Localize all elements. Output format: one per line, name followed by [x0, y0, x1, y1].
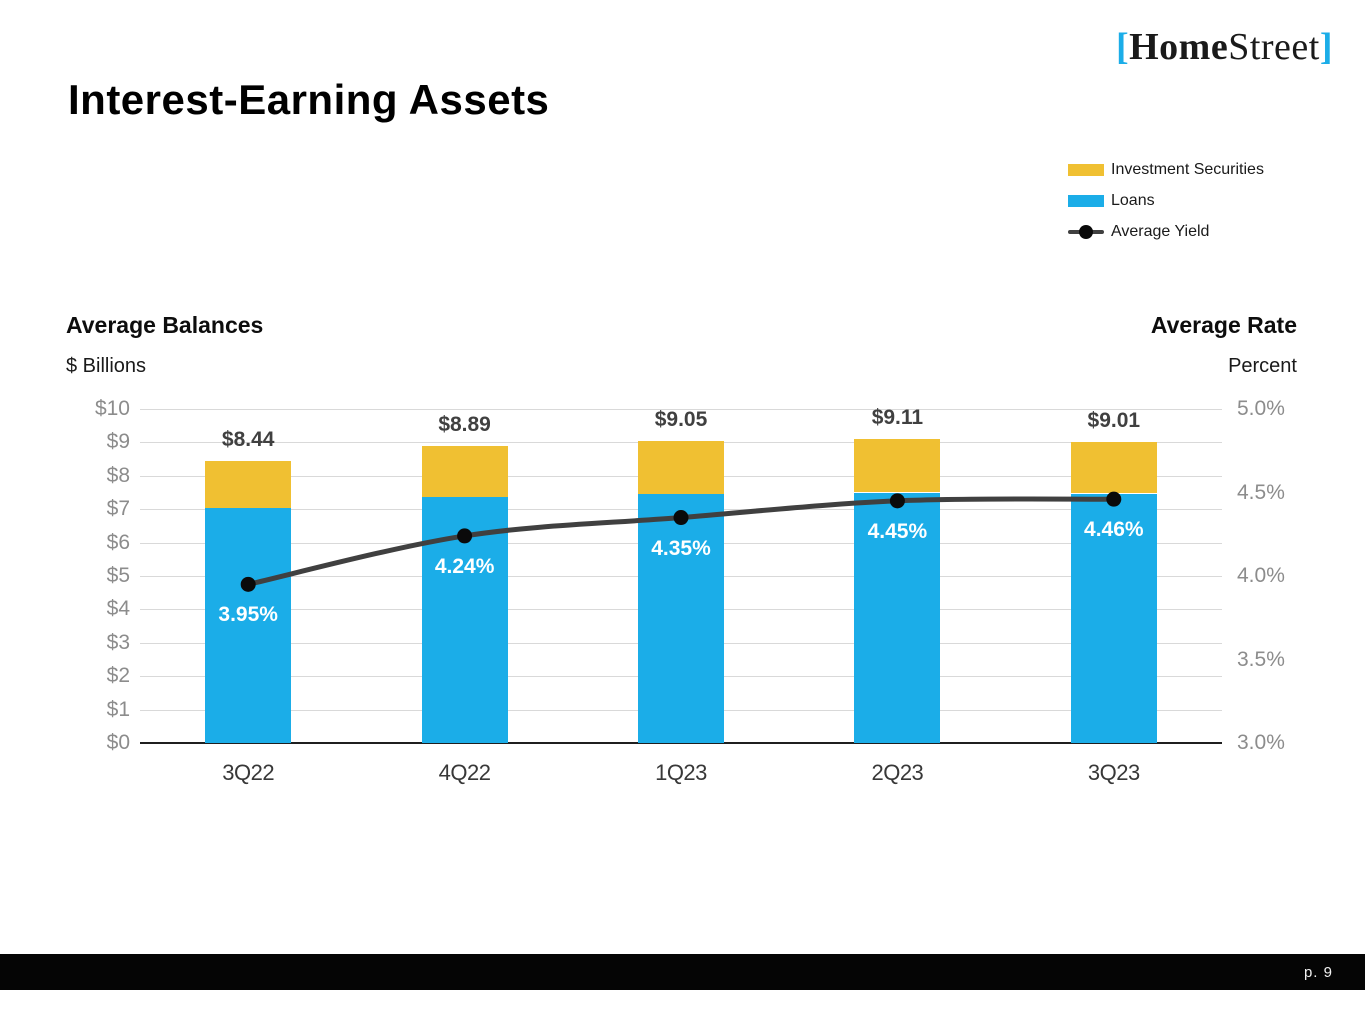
y-axis-tick-left: $6 [106, 530, 130, 554]
bar-total-label: $8.44 [221, 428, 275, 452]
y-axis-tick-right: 3.0% [1237, 731, 1285, 754]
bar-total-label: $9.01 [1087, 409, 1141, 433]
y-axis-tick-right: 4.0% [1237, 564, 1285, 587]
percent-unit-label: Percent [1228, 355, 1297, 377]
average-yield-line-marker-icon [1068, 225, 1104, 239]
x-axis-label: 3Q23 [1087, 760, 1140, 785]
bar-segment-investment-securities [421, 446, 508, 497]
x-axis-label: 4Q22 [438, 760, 491, 785]
average-yield-line [240, 491, 1122, 592]
investment-securities-swatch-icon [1068, 164, 1104, 176]
y-axis-tick-left: $9 [106, 430, 130, 454]
bar-segment-loans [638, 494, 724, 743]
left-axis-header: Average Balances $ Billions [66, 312, 263, 378]
logo-left-bracket: [ [1115, 26, 1130, 68]
legend-label: Average Yield [1111, 223, 1210, 240]
y-axis-tick-left: $8 [106, 463, 130, 487]
legend-label: Investment Securities [1111, 161, 1264, 178]
logo-street-text: Street [1228, 26, 1320, 68]
gridline [140, 409, 1222, 410]
chart-legend: Investment Securities Loans Average Yiel… [1068, 161, 1264, 240]
x-axis-label: 2Q23 [871, 760, 924, 785]
average-balances-heading: Average Balances [66, 312, 264, 338]
average-yield-marker [889, 493, 905, 509]
legend-item-investment-securities: Investment Securities [1068, 161, 1264, 178]
y-axis-tick-left: $10 [94, 397, 130, 420]
average-yield-marker [673, 510, 689, 526]
bar-segment-investment-securities [1070, 442, 1157, 494]
page-number: p. 9 [1303, 963, 1333, 981]
bar-segment-investment-securities [205, 461, 292, 508]
x-axis-baseline [140, 742, 1222, 744]
loans-swatch-icon [1068, 195, 1104, 207]
bar-segment-loans [1070, 493, 1157, 743]
bar-segment-loans [854, 492, 941, 743]
yield-data-label: 3.95% [218, 603, 278, 627]
legend-label: Loans [1111, 192, 1155, 209]
footer-bar: p. 9 [0, 954, 1365, 990]
y-axis-tick-left: $2 [106, 664, 130, 688]
yield-data-label: 4.35% [651, 536, 711, 560]
average-yield-marker [457, 528, 473, 544]
average-rate-heading: Average Rate [1150, 312, 1297, 338]
average-yield-marker [240, 576, 256, 592]
bar-total-label: $9.05 [654, 407, 708, 431]
yield-data-label: 4.46% [1084, 518, 1144, 542]
x-axis-label: 3Q22 [222, 760, 275, 785]
homestreet-logo: [HomeStreet] [1116, 28, 1333, 66]
logo-home-text: Home [1129, 26, 1229, 68]
right-axis-header: Average Rate Percent [1151, 312, 1297, 378]
bar-total-label: $8.89 [438, 413, 491, 437]
yield-data-label: 4.45% [867, 519, 928, 543]
average-yield-marker [1106, 491, 1122, 507]
legend-item-average-yield: Average Yield [1068, 223, 1264, 240]
y-axis-tick-left: $5 [106, 564, 130, 587]
y-axis-tick-right: 3.5% [1237, 647, 1285, 671]
y-axis-tick-right: 5.0% [1237, 397, 1285, 420]
y-axis-tick-left: $7 [106, 497, 130, 521]
legend-item-loans: Loans [1068, 192, 1264, 209]
bar-segment-loans [205, 507, 292, 743]
page-title: Interest-Earning Assets [68, 76, 550, 123]
logo-right-bracket: ] [1319, 26, 1333, 68]
y-axis-tick-left: $3 [106, 630, 130, 654]
bar-segment-investment-securities [638, 440, 724, 495]
y-axis-tick-left: $0 [106, 731, 130, 754]
billions-unit-label: $ Billions [66, 355, 147, 377]
y-axis-tick-right: 4.5% [1237, 480, 1285, 504]
yield-data-label: 4.24% [434, 554, 495, 578]
y-axis-tick-left: $4 [106, 597, 130, 621]
y-axis-tick-left: $1 [106, 697, 130, 721]
bar-segment-investment-securities [854, 438, 941, 493]
bar-total-label: $9.11 [871, 405, 924, 429]
x-axis-label: 1Q23 [655, 760, 707, 785]
